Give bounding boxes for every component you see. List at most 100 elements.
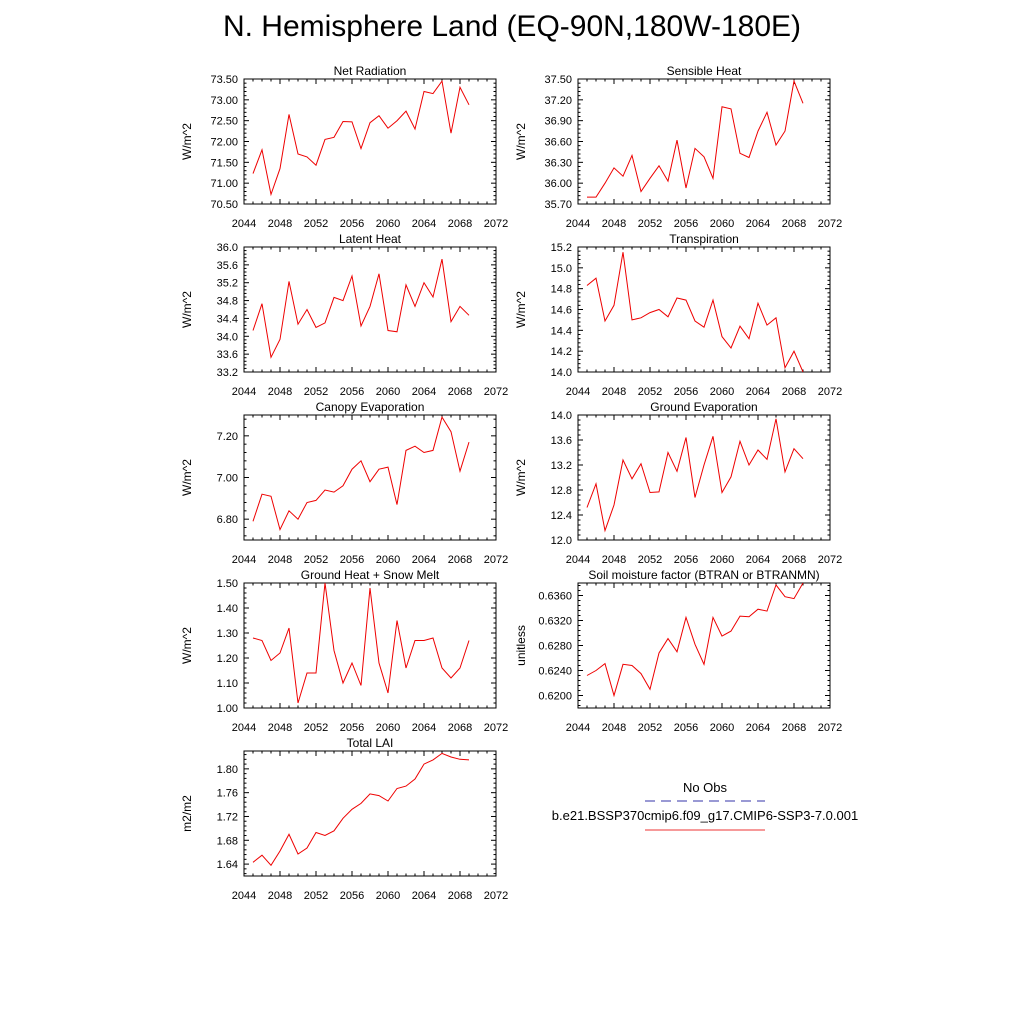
x-tick-label: 2056 [340, 218, 364, 230]
x-tick-label: 2068 [448, 554, 472, 566]
chart-panel: 2044 2048 2052 2056 2060 2064 2068 2072 0.6200 0.… [514, 568, 842, 734]
y-tick-label: 34.0 [217, 331, 238, 343]
x-tick-label: 2048 [268, 554, 292, 566]
x-tick-label: 2048 [268, 722, 292, 734]
x-tick-label: 2068 [448, 722, 472, 734]
x-tick-label: 2044 [232, 890, 256, 902]
x-tick-label: 2056 [340, 554, 364, 566]
y-tick-label: 13.2 [551, 460, 572, 472]
y-tick-label: 0.6280 [538, 641, 572, 653]
chart-panel: 2044 2048 2052 2056 2060 2064 2068 2072 12.0 12.4… [514, 400, 842, 566]
y-tick-label: 36.0 [217, 242, 238, 254]
x-tick-label: 2064 [412, 218, 436, 230]
y-axis-label: unitless [514, 625, 528, 666]
x-tick-label: 2048 [268, 386, 292, 398]
y-axis-label: W/m^2 [180, 291, 194, 328]
x-tick-label: 2056 [340, 386, 364, 398]
x-tick-label: 2064 [412, 890, 436, 902]
legend-label-no-obs: No Obs [683, 780, 728, 795]
y-tick-label: 1.68 [217, 835, 238, 847]
y-tick-label: 0.6320 [538, 616, 572, 628]
x-tick-label: 2068 [448, 386, 472, 398]
x-tick-label: 2068 [782, 722, 806, 734]
y-tick-label: 1.72 [217, 811, 238, 823]
y-tick-label: 33.6 [217, 349, 238, 361]
y-tick-label: 73.50 [210, 74, 238, 86]
x-tick-label: 2044 [566, 386, 590, 398]
y-tick-label: 0.6240 [538, 666, 572, 678]
y-tick-label: 72.50 [210, 116, 238, 128]
series-line [252, 583, 470, 704]
x-tick-label: 2048 [602, 218, 626, 230]
y-tick-label: 15.0 [551, 263, 572, 275]
x-tick-label: 2052 [638, 218, 662, 230]
x-tick-label: 2052 [638, 386, 662, 398]
y-tick-label: 0.6360 [538, 591, 572, 603]
y-tick-label: 12.8 [551, 485, 572, 497]
x-tick-label: 2060 [376, 386, 400, 398]
y-tick-label: 1.40 [217, 603, 238, 615]
x-tick-label: 2072 [818, 386, 842, 398]
x-tick-label: 2072 [484, 554, 508, 566]
y-tick-label: 1.00 [217, 703, 238, 715]
x-tick-label: 2044 [232, 218, 256, 230]
y-tick-label: 1.76 [217, 788, 238, 800]
x-tick-label: 2072 [818, 722, 842, 734]
x-tick-label: 2060 [710, 386, 734, 398]
chart-panel: 2044 2048 2052 2056 2060 2064 2068 2072 35.70 36.… [514, 64, 842, 230]
y-tick-label: 37.50 [544, 74, 572, 86]
x-tick-label: 2060 [376, 722, 400, 734]
chart-title: Net Radiation [334, 64, 407, 78]
y-axis-label: W/m^2 [514, 291, 528, 328]
plot-frame [577, 246, 831, 373]
y-axis-label: W/m^2 [180, 627, 194, 664]
plot-frame [577, 414, 831, 541]
y-tick-label: 14.6 [551, 305, 572, 317]
x-tick-label: 2056 [340, 722, 364, 734]
series-line [252, 258, 470, 359]
y-axis-label: W/m^2 [180, 123, 194, 160]
x-tick-label: 2064 [412, 554, 436, 566]
y-tick-label: 13.6 [551, 435, 572, 447]
y-tick-label: 12.0 [551, 535, 572, 547]
x-tick-label: 2048 [602, 722, 626, 734]
x-tick-label: 2068 [448, 890, 472, 902]
x-tick-label: 2072 [484, 890, 508, 902]
x-tick-label: 2052 [638, 554, 662, 566]
x-tick-label: 2048 [602, 386, 626, 398]
x-tick-label: 2064 [412, 386, 436, 398]
x-tick-label: 2044 [232, 554, 256, 566]
y-tick-label: 14.0 [551, 410, 572, 422]
x-tick-label: 2060 [710, 218, 734, 230]
x-tick-label: 2048 [268, 890, 292, 902]
chart-panel: 2044 2048 2052 2056 2060 2064 2068 2072 1.64 1.68… [180, 736, 508, 902]
series-line [587, 79, 804, 198]
y-tick-label: 7.00 [217, 473, 238, 485]
chart-panel: 2044 2048 2052 2056 2060 2064 2068 2072 70.50 71.… [180, 64, 508, 230]
x-tick-label: 2056 [674, 218, 698, 230]
series-line [586, 583, 804, 698]
x-tick-label: 2064 [746, 554, 770, 566]
x-tick-label: 2072 [818, 218, 842, 230]
y-tick-label: 72.00 [210, 137, 238, 149]
y-tick-label: 1.10 [217, 678, 238, 690]
y-tick-label: 34.8 [217, 296, 238, 308]
chart-title: Ground Heat + Snow Melt [301, 568, 440, 582]
page-title: N. Hemisphere Land (EQ-90N,180W-180E) [222, 10, 802, 43]
series-line [252, 415, 470, 532]
chart-panel: 2044 2048 2052 2056 2060 2064 2068 2072 14.0 14.2… [514, 232, 842, 398]
x-tick-label: 2060 [376, 554, 400, 566]
x-tick-label: 2044 [566, 722, 590, 734]
x-tick-label: 2048 [602, 554, 626, 566]
chart-title: Canopy Evaporation [316, 400, 425, 414]
series-line [252, 752, 470, 867]
chart-title: Transpiration [669, 232, 739, 246]
x-tick-label: 2056 [674, 554, 698, 566]
x-tick-label: 2072 [484, 218, 508, 230]
plot-frame [243, 414, 497, 541]
y-tick-label: 6.80 [217, 514, 238, 526]
chart-panel: 2044 2048 2052 2056 2060 2064 2068 2072 33.2 33.6… [180, 232, 508, 398]
y-tick-label: 1.20 [217, 653, 238, 665]
x-tick-label: 2044 [566, 218, 590, 230]
x-tick-label: 2044 [232, 722, 256, 734]
